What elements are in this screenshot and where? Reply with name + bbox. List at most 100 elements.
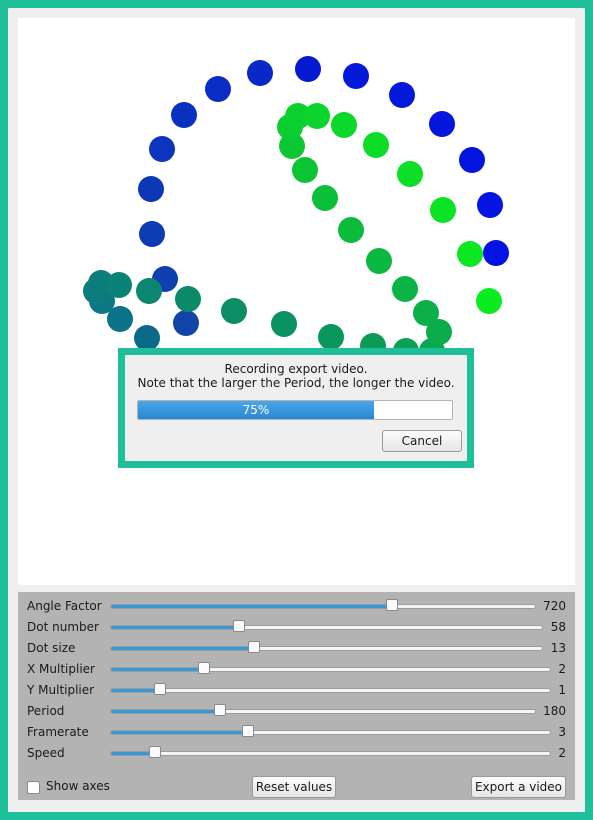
slider-label: Y Multiplier <box>27 683 95 697</box>
slider-label: Speed <box>27 746 65 760</box>
slider-fill <box>111 752 155 755</box>
slider-value: 2 <box>558 662 566 676</box>
dot <box>476 288 502 314</box>
slider-fill <box>111 668 204 671</box>
controls-bottom-row: Show axes Reset values Export a video <box>18 775 575 799</box>
dot <box>457 241 483 267</box>
slider-label: Period <box>27 704 65 718</box>
dot <box>139 221 165 247</box>
dialog-message-line2: Note that the larger the Period, the lon… <box>137 376 455 390</box>
slider-label: Angle Factor <box>27 599 102 613</box>
slider-value: 58 <box>550 620 566 634</box>
x-multiplier-slider[interactable] <box>110 662 551 674</box>
slider-fill <box>111 689 160 692</box>
dot <box>392 276 418 302</box>
dot <box>312 185 338 211</box>
drawing-canvas <box>18 18 575 585</box>
slider-value: 1 <box>558 683 566 697</box>
slider-handle[interactable] <box>248 641 260 653</box>
export-video-button[interactable]: Export a video <box>471 776 566 798</box>
dot <box>430 197 456 223</box>
dot-size-slider[interactable] <box>110 641 543 653</box>
dot <box>295 56 321 82</box>
slider-fill <box>111 647 254 650</box>
slider-value: 3 <box>558 725 566 739</box>
dot <box>459 147 485 173</box>
slider-handle[interactable] <box>154 683 166 695</box>
slider-value: 180 <box>543 704 566 718</box>
dot <box>106 272 132 298</box>
dialog-message-line1: Recording export video. <box>224 362 368 376</box>
dot <box>397 161 423 187</box>
show-axes-label[interactable]: Show axes <box>46 779 110 793</box>
dot <box>171 102 197 128</box>
slider-fill <box>111 605 392 608</box>
slider-row-angle-factor: Angle Factor 720 <box>18 596 575 617</box>
slider-row-period: Period 180 <box>18 701 575 722</box>
dot <box>138 176 164 202</box>
slider-fill <box>111 731 248 734</box>
dot <box>331 112 357 138</box>
slider-value: 720 <box>543 599 566 613</box>
dot <box>477 192 503 218</box>
dot <box>389 82 415 108</box>
controls-panel: Angle Factor 720 Dot number 58 Dot size … <box>18 592 575 800</box>
show-axes-checkbox[interactable] <box>27 781 40 794</box>
slider-label: Dot size <box>27 641 76 655</box>
dot <box>343 63 369 89</box>
slider-label: X Multiplier <box>27 662 95 676</box>
slider-handle[interactable] <box>386 599 398 611</box>
slider-handle[interactable] <box>233 620 245 632</box>
export-progress-dialog: Recording export video. Note that the la… <box>118 348 474 468</box>
dot <box>279 133 305 159</box>
slider-row-y-multiplier: Y Multiplier 1 <box>18 680 575 701</box>
slider-row-framerate: Framerate 3 <box>18 722 575 743</box>
y-multiplier-slider[interactable] <box>110 683 551 695</box>
cancel-button[interactable]: Cancel <box>382 430 462 452</box>
dot <box>175 286 201 312</box>
slider-row-x-multiplier: X Multiplier 2 <box>18 659 575 680</box>
dot <box>271 311 297 337</box>
slider-handle[interactable] <box>198 662 210 674</box>
angle-factor-slider[interactable] <box>110 599 536 611</box>
slider-handle[interactable] <box>242 725 254 737</box>
dialog-body: Recording export video. Note that the la… <box>125 355 467 461</box>
dot <box>205 76 231 102</box>
dot <box>247 60 273 86</box>
dot <box>318 324 344 350</box>
dot <box>426 319 452 345</box>
dot <box>107 306 133 332</box>
slider-label: Dot number <box>27 620 99 634</box>
dot <box>173 310 199 336</box>
dot <box>304 103 330 129</box>
slider-row-speed: Speed 2 <box>18 743 575 764</box>
framerate-slider[interactable] <box>110 725 551 737</box>
dot <box>338 217 364 243</box>
period-slider[interactable] <box>110 704 536 716</box>
export-progress-bar: 75% <box>137 400 453 420</box>
dot <box>136 278 162 304</box>
slider-label: Framerate <box>27 725 89 739</box>
dot <box>292 157 318 183</box>
slider-value: 13 <box>550 641 566 655</box>
slider-fill <box>111 710 220 713</box>
app-window: Angle Factor 720 Dot number 58 Dot size … <box>8 8 585 812</box>
progress-percent-text: 75% <box>242 403 270 417</box>
slider-handle[interactable] <box>149 746 161 758</box>
slider-row-dot-number: Dot number 58 <box>18 617 575 638</box>
dot <box>366 248 392 274</box>
dot <box>483 240 509 266</box>
speed-slider[interactable] <box>110 746 551 758</box>
slider-row-dot-size: Dot size 13 <box>18 638 575 659</box>
progress-fill <box>138 401 374 419</box>
slider-value: 2 <box>558 746 566 760</box>
slider-handle[interactable] <box>214 704 226 716</box>
dot <box>285 103 311 129</box>
dot <box>134 325 160 351</box>
dot-number-slider[interactable] <box>110 620 543 632</box>
dot <box>221 298 247 324</box>
slider-fill <box>111 626 239 629</box>
reset-values-button[interactable]: Reset values <box>252 776 336 798</box>
dots-plot <box>83 56 509 364</box>
dot <box>429 111 455 137</box>
